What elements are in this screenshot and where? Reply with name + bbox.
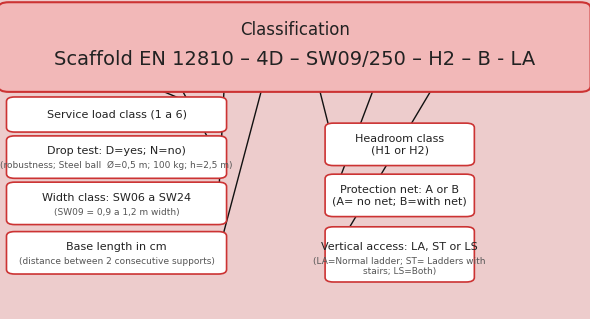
Text: (robustness; Steel ball  Ø=0,5 m; 100 kg; h=2,5 m): (robustness; Steel ball Ø=0,5 m; 100 kg;… (0, 161, 233, 170)
Text: Drop test: D=yes; N=no): Drop test: D=yes; N=no) (47, 146, 186, 156)
Text: Headroom class
(H1 or H2): Headroom class (H1 or H2) (355, 134, 444, 155)
FancyBboxPatch shape (325, 174, 474, 217)
FancyBboxPatch shape (6, 136, 227, 178)
FancyBboxPatch shape (6, 182, 227, 225)
Text: Width class: SW06 a SW24: Width class: SW06 a SW24 (42, 193, 191, 203)
FancyBboxPatch shape (325, 123, 474, 166)
Text: Service load class (1 a 6): Service load class (1 a 6) (47, 109, 186, 120)
Text: Scaffold EN 12810 – 4D – SW09/250 – H2 – B - LA: Scaffold EN 12810 – 4D – SW09/250 – H2 –… (54, 49, 536, 69)
Text: Protection net: A or B
(A= no net; B=with net): Protection net: A or B (A= no net; B=wit… (332, 185, 467, 206)
FancyBboxPatch shape (6, 232, 227, 274)
FancyBboxPatch shape (325, 227, 474, 282)
Text: Base length in cm: Base length in cm (66, 242, 167, 252)
Text: Classification: Classification (240, 21, 350, 39)
FancyBboxPatch shape (0, 2, 590, 92)
Text: (SW09 = 0,9 a 1,2 m width): (SW09 = 0,9 a 1,2 m width) (54, 208, 179, 217)
Text: (LA=Normal ladder; ST= Ladders with
stairs; LS=Both): (LA=Normal ladder; ST= Ladders with stai… (313, 257, 486, 276)
Text: Vertical access: LA, ST or LS: Vertical access: LA, ST or LS (322, 241, 478, 252)
Text: (distance between 2 consecutive supports): (distance between 2 consecutive supports… (19, 257, 214, 266)
FancyBboxPatch shape (6, 97, 227, 132)
